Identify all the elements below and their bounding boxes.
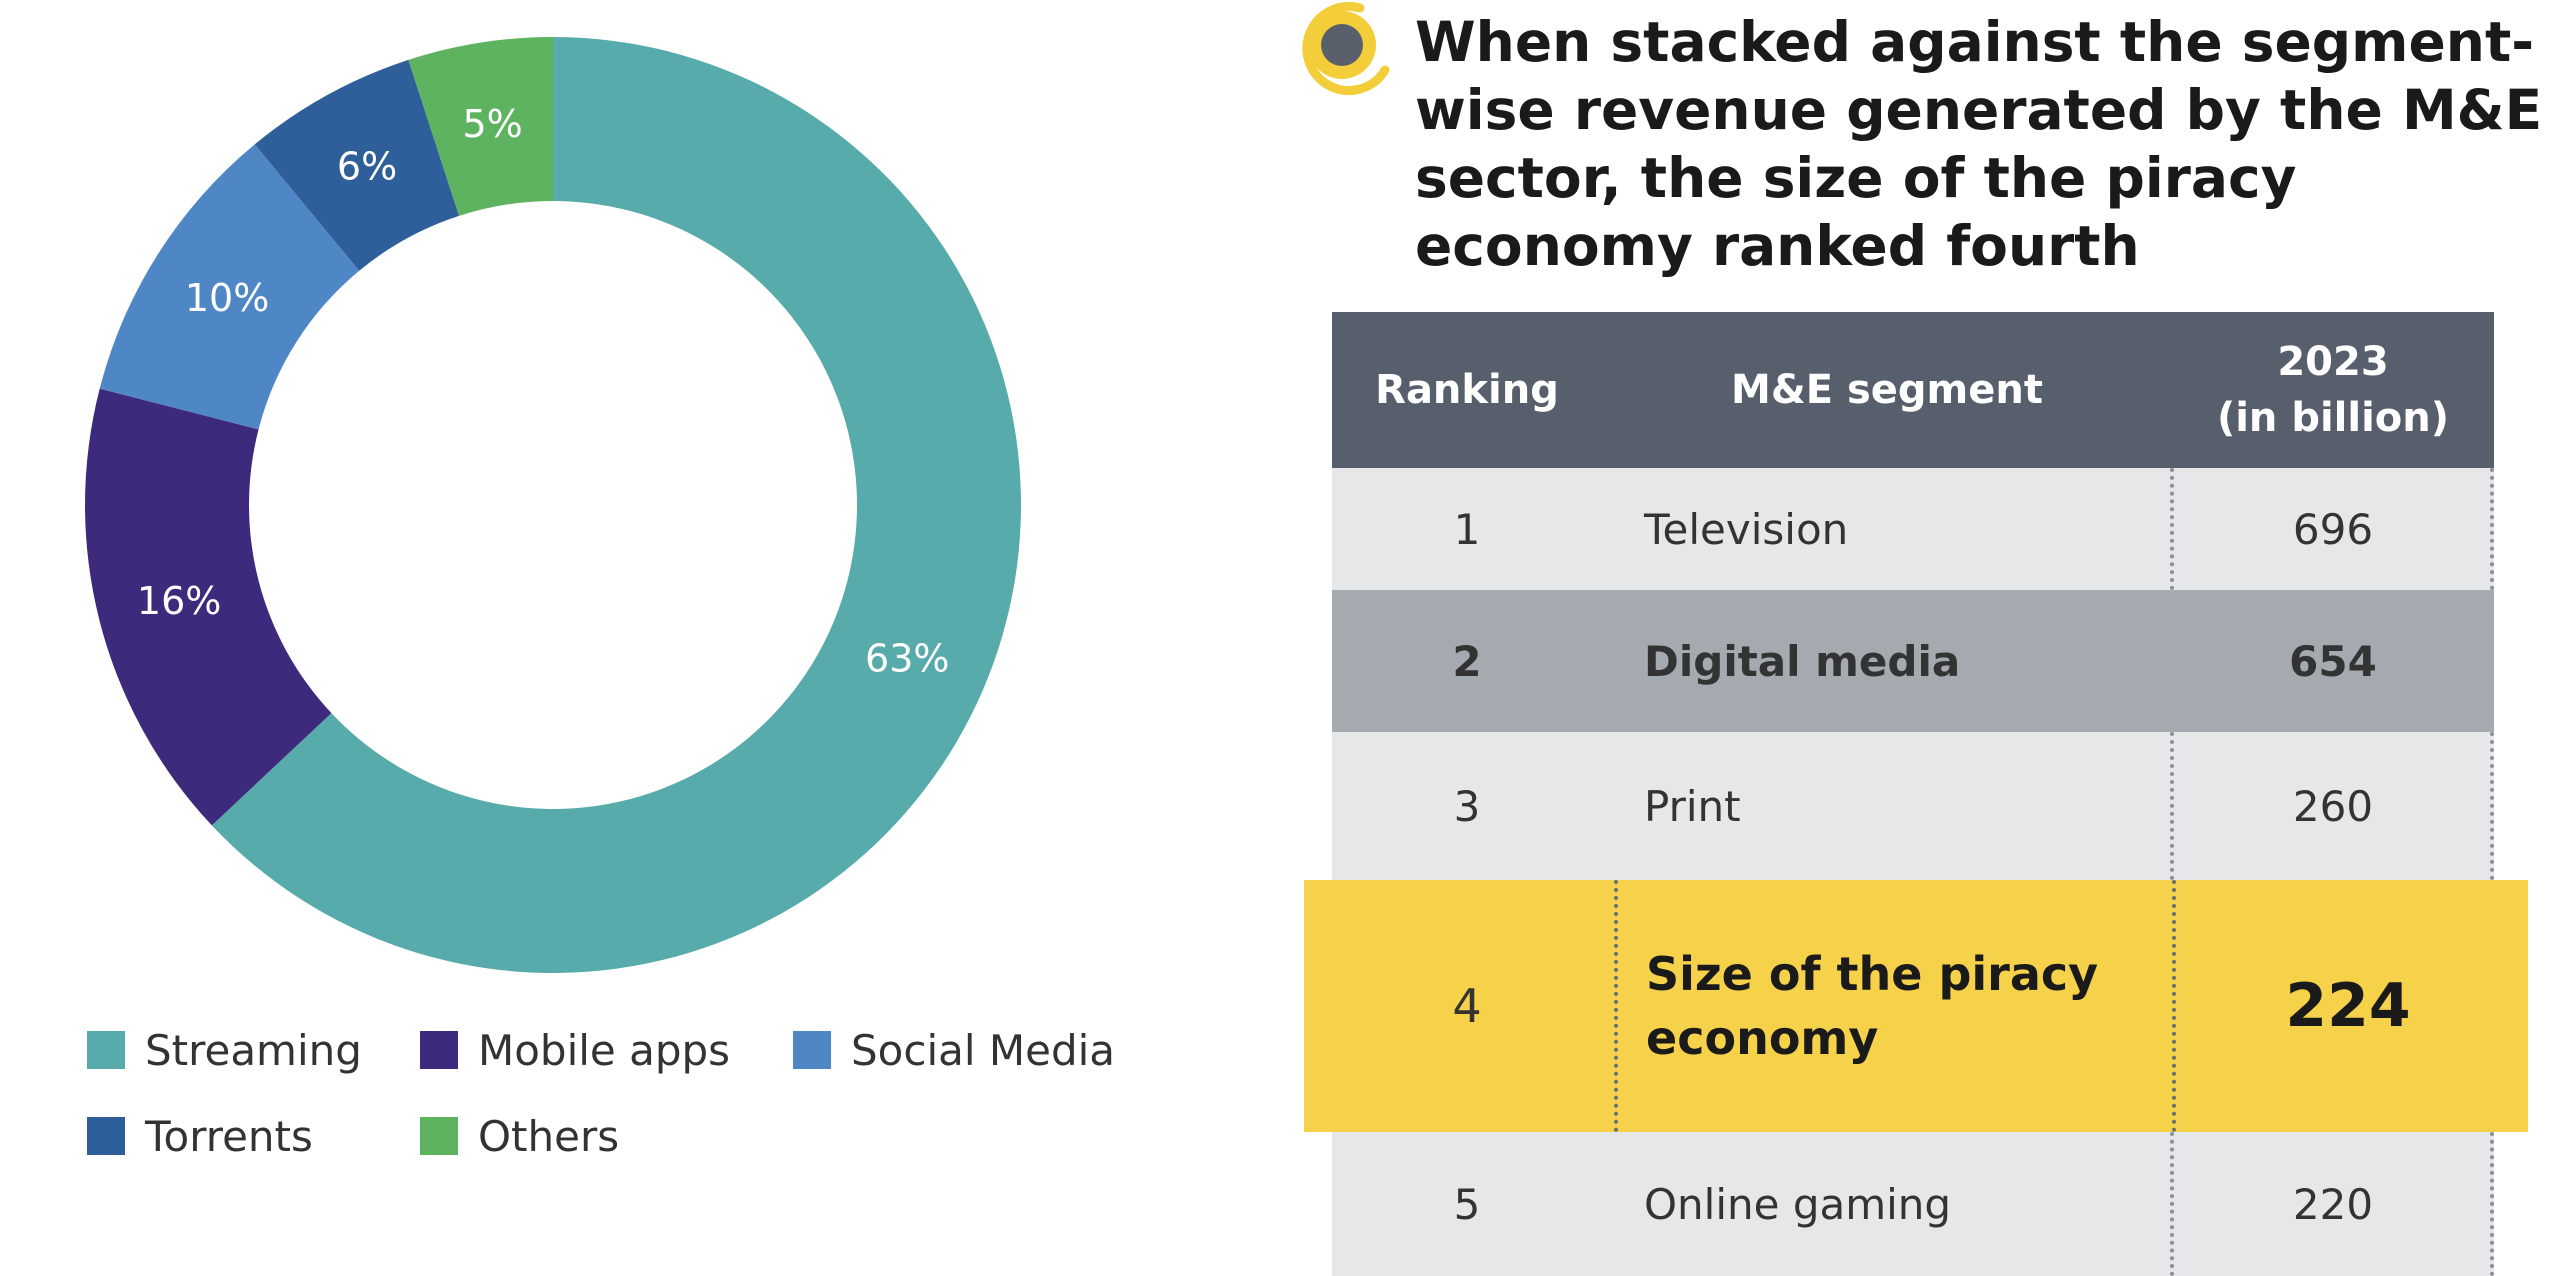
column-divider	[2170, 468, 2174, 590]
table-row-5	[1332, 1132, 2494, 1276]
header-value-year: 2023	[2277, 339, 2389, 385]
legend-swatch	[420, 1031, 458, 1069]
row-3-value: 260	[2292, 781, 2374, 831]
donut-slice-social-media	[99, 144, 360, 430]
donut-slice-streaming	[211, 37, 1022, 973]
slice-label-mobile-apps: 16%	[137, 579, 221, 623]
legend-label: Streaming	[145, 1025, 362, 1075]
legend-item-others: Others	[420, 1108, 619, 1164]
legend-item-mobile-apps: Mobile apps	[420, 1022, 730, 1078]
table-row-2	[1332, 590, 2494, 732]
slice-label-others: 5%	[462, 102, 522, 146]
row-4-segment: Size of the piracy economy	[1646, 947, 2099, 1065]
table-row-1	[1332, 468, 2494, 590]
row-1-rank: 1	[1453, 504, 1481, 554]
legend-item-torrents: Torrents	[87, 1108, 313, 1164]
donut-slice-labels: 63% 16% 10% 6% 5%	[137, 102, 950, 681]
slice-label-social-media: 10%	[185, 276, 269, 320]
row-2-segment: Digital media	[1644, 636, 1961, 686]
column-divider	[2490, 1132, 2494, 1276]
section-heading: When stacked against the segment-wise re…	[1415, 10, 2543, 278]
column-divider	[2170, 1132, 2174, 1276]
legend-label: Social Media	[851, 1025, 1116, 1075]
legend-swatch	[420, 1117, 458, 1155]
legend-item-streaming: Streaming	[87, 1022, 362, 1078]
header-ranking: Ranking	[1375, 367, 1559, 413]
column-divider	[2170, 732, 2174, 880]
row-4-rank: 4	[1452, 979, 1482, 1033]
table-header	[1332, 312, 2494, 468]
bullet-dot	[1321, 24, 1363, 66]
row-5-segment: Online gaming	[1644, 1179, 1952, 1229]
row-1-value: 696	[2292, 504, 2374, 554]
legend-swatch	[793, 1031, 831, 1069]
row-2-value: 654	[2289, 636, 2377, 686]
donut-chart: 63% 16% 10% 6% 5%	[85, 37, 1022, 973]
header-segment: M&E segment	[1731, 367, 2043, 413]
legend-item-social-media: Social Media	[793, 1022, 1115, 1078]
column-divider	[2490, 468, 2494, 590]
legend-swatch	[87, 1031, 125, 1069]
table-row-3	[1332, 732, 2494, 880]
column-divider	[2172, 880, 2176, 1132]
bullet-ring	[1302, 2, 1390, 95]
column-divider	[1614, 880, 1618, 1132]
row-3-rank: 3	[1453, 781, 1481, 831]
slice-label-torrents: 6%	[337, 145, 397, 189]
donut-slice-mobile-apps	[85, 388, 332, 826]
header-value-unit: (in billion)	[2216, 395, 2450, 441]
table-row-4-highlight	[1304, 880, 2528, 1132]
row-5-rank: 5	[1453, 1179, 1481, 1229]
slice-label-streaming: 63%	[865, 636, 949, 680]
target-bullet-icon	[1302, 2, 1390, 95]
row-5-value: 220	[2292, 1179, 2374, 1229]
donut-slice-torrents	[254, 59, 460, 271]
header-value: 2023 (in billion)	[2172, 312, 2494, 468]
legend-swatch	[87, 1117, 125, 1155]
column-divider	[2490, 732, 2494, 880]
legend-label: Mobile apps	[478, 1025, 731, 1075]
donut-slices	[85, 37, 1022, 973]
row-3-segment: Print	[1644, 781, 1741, 831]
legend-label: Torrents	[145, 1111, 313, 1161]
row-2-rank: 2	[1452, 636, 1482, 686]
legend-label: Others	[478, 1111, 620, 1161]
row-1-segment: Television	[1644, 504, 1849, 554]
row-4-value: 224	[2285, 971, 2411, 1041]
donut-slice-others	[408, 37, 553, 216]
